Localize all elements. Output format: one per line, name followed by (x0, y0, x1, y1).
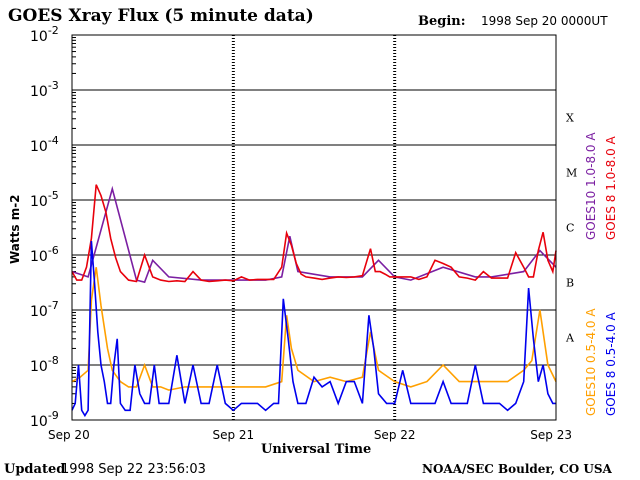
y-tick-base: 10 (30, 29, 48, 45)
y-tick-label: 10-8 (30, 354, 59, 375)
x-tick-label: Sep 20 (48, 428, 90, 442)
flare-class-label: M (566, 167, 577, 180)
series-line-3 (71, 240, 556, 418)
credit: NOAA/SEC Boulder, CO USA (422, 462, 612, 476)
flare-class-label: C (566, 222, 574, 235)
y-tick-exponent: -6 (48, 244, 59, 257)
y-tick-label: 10-5 (30, 189, 59, 210)
legend-goes8-long: GOES 8 1.0-8.0 A (604, 136, 618, 240)
series-line-2 (71, 267, 557, 391)
y-tick-base: 10 (30, 84, 48, 100)
y-tick-base: 10 (30, 304, 48, 320)
x-tick-label: Sep 22 (374, 428, 416, 442)
legend-goes10-short: GOES10 0.5-4.0 A (584, 308, 598, 416)
y-tick-base: 10 (30, 194, 48, 210)
y-tick-label: 10-3 (30, 79, 59, 100)
y-tick-base: 10 (30, 249, 48, 265)
y-tick-exponent: -8 (48, 354, 59, 367)
legend-goes10-long: GOES10 1.0-8.0 A (584, 132, 598, 240)
flare-class-label: B (566, 277, 574, 290)
y-axis-title: Watts m-2 (8, 194, 22, 264)
y-tick-exponent: -4 (48, 134, 59, 147)
x-tick-label: Sep 21 (212, 428, 254, 442)
x-axis-title: Universal Time (261, 442, 372, 457)
begin-label: Begin: (418, 14, 466, 29)
series-line-1 (71, 184, 557, 283)
y-tick-label: 10-2 (30, 24, 59, 45)
flare-class-label: X (566, 112, 574, 125)
y-tick-exponent: -9 (48, 409, 59, 422)
y-tick-label: 10-6 (30, 244, 59, 265)
y-tick-exponent: -7 (48, 299, 59, 312)
y-tick-label: 10-9 (30, 409, 59, 430)
y-tick-base: 10 (30, 139, 48, 155)
legend-goes8-short: GOES 8 0.5-4.0 A (604, 312, 618, 416)
y-tick-label: 10-4 (30, 134, 59, 155)
y-tick-label: 10-7 (30, 299, 59, 320)
chart-title: GOES Xray Flux (5 minute data) (8, 6, 314, 26)
begin-value: 1998 Sep 20 0000UT (481, 14, 608, 28)
series-layer (71, 184, 557, 418)
plot-frame (71, 34, 557, 421)
grid-layer (72, 34, 556, 421)
y-tick-exponent: -2 (48, 24, 59, 37)
updated-label: Updated (4, 462, 66, 477)
y-tick-base: 10 (30, 414, 48, 430)
x-tick-label: Sep 23 (530, 428, 572, 442)
updated-value: 1998 Sep 22 23:56:03 (61, 462, 206, 477)
y-tick-exponent: -3 (48, 79, 59, 92)
flare-class-label: A (565, 332, 575, 345)
y-tick-base: 10 (30, 359, 48, 375)
y-tick-exponent: -5 (48, 189, 59, 202)
series-line-0 (71, 185, 557, 284)
